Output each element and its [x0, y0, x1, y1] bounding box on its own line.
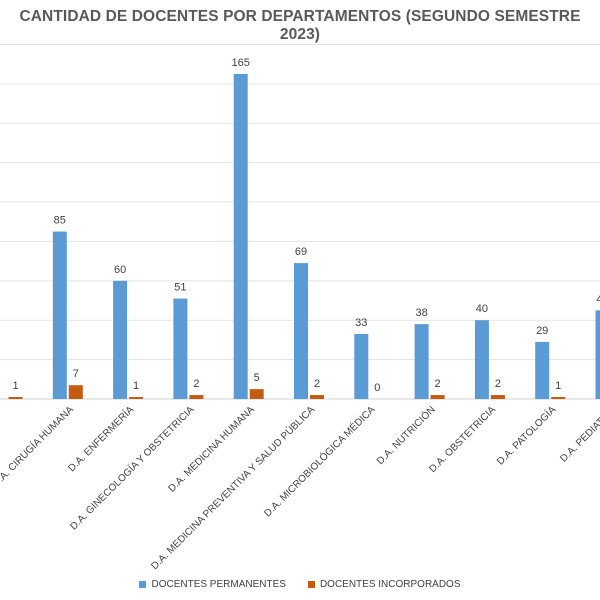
bar-permanentes — [173, 298, 188, 399]
data-label-permanentes: 40 — [476, 303, 488, 315]
bar-permanentes — [52, 231, 67, 399]
data-label-permanentes: 165 — [232, 57, 250, 69]
bar-incorporados — [490, 395, 505, 399]
category-label: D.A. ENFERMERÍA — [65, 403, 137, 475]
category-label: D.A. MICROBIOLÓGICA MÉDICA — [261, 403, 378, 520]
bar-permanentes — [535, 341, 550, 399]
data-label-permanentes: 69 — [295, 246, 307, 258]
bar-incorporados — [551, 397, 566, 399]
gridlines — [0, 43, 600, 400]
category-label: D.A. OBSTETRICIA — [427, 404, 498, 475]
bar-permanentes — [294, 263, 308, 399]
data-label-permanentes: 29 — [536, 325, 548, 337]
data-label-incorporados: 0 — [374, 382, 380, 394]
bar-permanentes — [233, 74, 248, 399]
data-label-permanentes: 38 — [415, 307, 427, 319]
data-label-permanentes: 45 — [596, 293, 600, 305]
data-label-permanentes: 60 — [114, 264, 126, 276]
data-labels: 1 85 7 60 1 51 2 165 5 69 2 33 0 38 2 40 2 29 1 45 — [12, 57, 600, 394]
legend: DOCENTES PERMANENTES DOCENTES INCORPORAD… — [0, 579, 600, 590]
bar-incorporados — [8, 397, 23, 399]
data-label-incorporados: 2 — [193, 378, 199, 390]
data-label-incorporados: 1 — [555, 380, 561, 392]
bars — [8, 74, 600, 399]
category-label: D.A. GINECOLOGÍA Y OBSTETRICIA — [67, 403, 197, 533]
bar-permanentes — [113, 280, 128, 399]
bar-permanentes — [474, 320, 489, 399]
data-label-incorporados: 2 — [435, 378, 441, 390]
legend-item-incorporados: DOCENTES INCORPORADOS — [307, 579, 461, 590]
data-label-incorporados: 5 — [254, 372, 260, 384]
bar-incorporados — [129, 397, 144, 399]
legend-swatch-incorporados — [307, 581, 315, 588]
bar-incorporados — [68, 385, 83, 399]
category-label: D.A. PATOLOGÍA — [494, 403, 559, 468]
data-label-incorporados: 1 — [133, 380, 139, 392]
chart-title: CANTIDAD DE DOCENTES POR DEPARTAMENTOS (… — [19, 8, 581, 43]
bar-incorporados — [189, 395, 204, 399]
bar-incorporados — [249, 389, 264, 399]
bar-permanentes — [354, 334, 369, 399]
data-label-permanentes: 33 — [355, 317, 367, 329]
data-label-incorporados: 2 — [495, 378, 501, 390]
data-label-incorporados: 2 — [314, 378, 320, 390]
bar-incorporados — [430, 395, 445, 399]
category-label: D.A. PEDIATRÍA — [557, 403, 600, 465]
legend-item-permanentes: DOCENTES PERMANENTES — [139, 579, 286, 590]
legend-swatch-permanentes — [139, 581, 147, 588]
category-label: D.A. CIRUGÍA HUMANA — [0, 403, 76, 490]
data-label-permanentes: 85 — [54, 215, 66, 227]
data-label-incorporados: 1 — [12, 380, 18, 392]
legend-label-incorporados: DOCENTES INCORPORADOS — [319, 579, 461, 590]
bar-permanentes — [414, 324, 429, 399]
bar-incorporados — [310, 395, 324, 399]
category-label: D.A. NUTRICIÓN — [374, 403, 438, 467]
data-label-permanentes: 51 — [174, 282, 186, 294]
bar-permanentes — [595, 310, 600, 399]
data-label-incorporados: 7 — [73, 368, 79, 380]
legend-label-permanentes: DOCENTES PERMANENTES — [151, 579, 286, 590]
